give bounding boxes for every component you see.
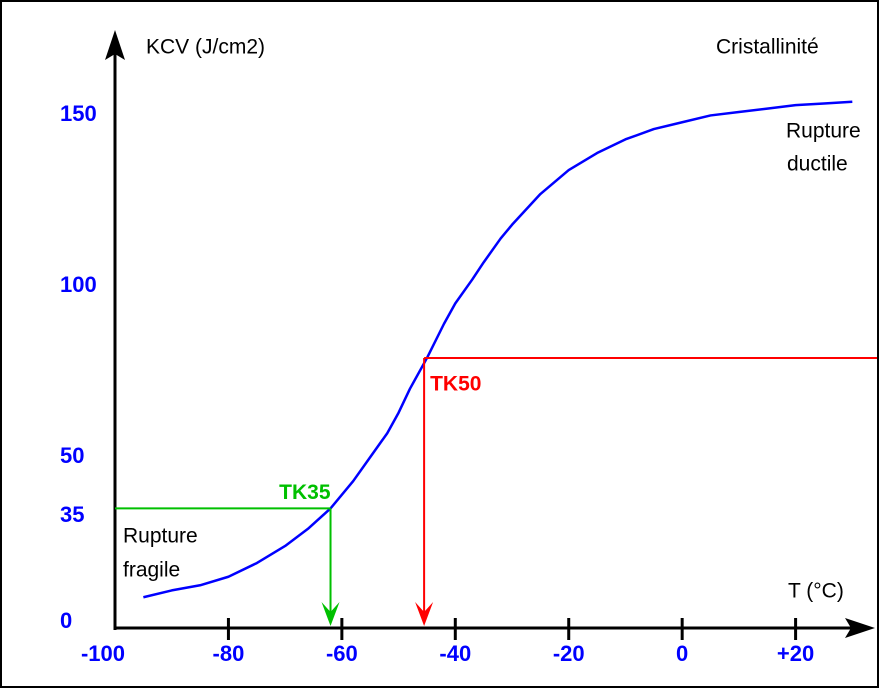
x-tick-label: -100 — [81, 641, 125, 666]
annotation: Rupture — [123, 525, 198, 548]
marker-label: TK50 — [430, 373, 481, 396]
y-axis-arrow — [105, 30, 125, 60]
x-tick-label: -40 — [439, 641, 471, 666]
annotation: ductile — [787, 153, 848, 176]
annotation: Cristallinité — [716, 36, 819, 59]
marker-label: TK35 — [279, 481, 331, 504]
x-tick-label: 0 — [676, 641, 688, 666]
y-tick-label: 150 — [60, 101, 97, 126]
y-axis-label: KCV (J/cm2) — [146, 36, 265, 59]
curve — [143, 100, 853, 599]
x-axis-label: T (°C) — [788, 580, 844, 603]
x-tick-label: -60 — [326, 641, 358, 666]
annotation: Rupture — [786, 120, 861, 143]
y-tick-label: 100 — [60, 272, 97, 297]
y-tick-label: 35 — [60, 502, 84, 527]
y-tick-label: 0 — [60, 608, 72, 633]
x-axis-arrow — [845, 618, 875, 638]
y-tick-label: 50 — [60, 443, 84, 468]
x-tick-label: -20 — [553, 641, 585, 666]
marker-arrow — [321, 602, 340, 626]
marker-arrow — [415, 602, 434, 626]
annotation: fragile — [123, 559, 180, 582]
plot: KCV (J/cm2) T (°C) Cristallinité Rupture… — [60, 30, 877, 666]
x-tick-label: +20 — [777, 641, 814, 666]
x-tick-label: -80 — [213, 641, 245, 666]
